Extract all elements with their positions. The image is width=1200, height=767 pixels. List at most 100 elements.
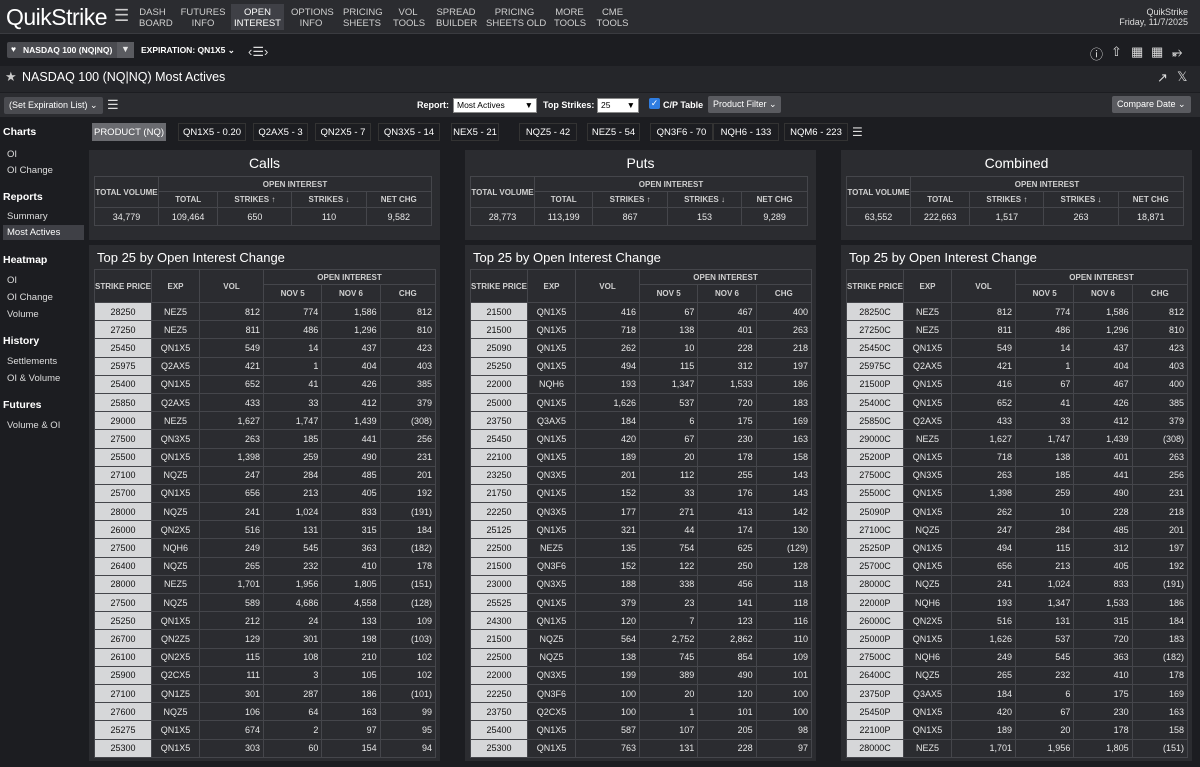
grid-icon[interactable]: ▦ (1151, 44, 1164, 59)
contract-tab[interactable]: QN3F6 - 70 (650, 123, 713, 141)
table-row[interactable]: 25200P QN1X5 718 138 401 263 (845, 447, 1189, 467)
table-row[interactable]: 22250 QN3F6 100 20 120 100 (469, 683, 813, 704)
sidebar-item[interactable]: Most Actives (3, 225, 84, 240)
table-row[interactable]: 25300 QN1X5 763 131 228 97 (469, 738, 813, 758)
sidebar-item[interactable]: OI Change (7, 165, 53, 176)
table-row[interactable]: 25900 Q2CX5 111 3 105 102 (93, 665, 437, 685)
table-row[interactable]: 24300 QN1X5 120 7 123 116 (469, 611, 813, 631)
table-row[interactable]: 29000C NEZ5 1,627 1,747 1,439 (308) (845, 429, 1189, 449)
nav-item-6[interactable]: VOL TOOLS (393, 7, 426, 29)
contract-tab[interactable]: QN2X5 - 7 (315, 123, 371, 141)
table-row[interactable]: 28000 NEZ5 1,701 1,956 1,805 (151) (93, 574, 437, 595)
sidebar-item[interactable]: Volume & OI (7, 420, 61, 431)
table-row[interactable]: 22100 QN1X5 189 20 178 158 (469, 447, 813, 467)
top-strikes-select[interactable]: 25 ▼ (597, 98, 639, 113)
table-row[interactable]: 22500 NQZ5 138 745 854 109 (469, 647, 813, 667)
table-row[interactable]: 27500 NQZ5 589 4,686 4,558 (128) (93, 592, 437, 613)
nav-item-2[interactable]: FUTURES INFO (180, 7, 226, 29)
table-row[interactable]: 23750 Q2CX5 100 1 101 100 (469, 702, 813, 722)
table-row[interactable]: 21500 QN1X5 718 138 401 263 (469, 320, 813, 340)
expiration-list-icon[interactable]: ‹☰› (248, 44, 269, 59)
compare-date-select[interactable]: Compare Date ⌄ (1112, 96, 1191, 113)
table-row[interactable]: 25525 QN1X5 379 23 141 118 (469, 592, 813, 613)
symbol-dropdown-chevron-icon[interactable]: ▼ (117, 42, 134, 58)
table-row[interactable]: 26400 NQZ5 265 232 410 178 (93, 556, 437, 576)
nav-item-9[interactable]: MORE TOOLS (554, 7, 587, 29)
table-row[interactable]: 28000C NEZ5 1,701 1,956 1,805 (151) (845, 738, 1189, 758)
x-share-icon[interactable]: 𝕏 (1177, 69, 1188, 84)
favorite-star-icon[interactable]: ★ (5, 69, 17, 84)
report-select[interactable]: Most Actives ▼ (453, 98, 537, 113)
table-row[interactable]: 25250 QN1X5 212 24 133 109 (93, 611, 437, 631)
table-row[interactable]: 21750 QN1X5 152 33 176 143 (469, 483, 813, 504)
sidebar-item[interactable]: OI Change (7, 292, 53, 303)
table-row[interactable]: 27500 NQH6 249 545 363 (182) (93, 538, 437, 558)
cp-table-checkbox[interactable]: ✓ (649, 98, 660, 109)
expiration-selector[interactable]: EXPIRATION: QN1X5 ⌄ (141, 45, 235, 55)
table-row[interactable]: 29000 NEZ5 1,627 1,747 1,439 (308) (93, 411, 437, 431)
table-row[interactable]: 26000 QN2X5 516 131 315 184 (93, 520, 437, 540)
table-row[interactable]: 26400C NQZ5 265 232 410 178 (845, 665, 1189, 685)
table-row[interactable]: 25450C QN1X5 549 14 437 423 (845, 338, 1189, 358)
table-row[interactable]: 27100 QN1Z5 301 287 186 (101) (93, 683, 437, 704)
table-row[interactable]: 27500C QN3X5 263 185 441 256 (845, 465, 1189, 485)
contract-tab[interactable]: NQH6 - 133 (713, 123, 779, 141)
settings-sliders-icon[interactable]: ☰ (107, 97, 119, 112)
contract-tab[interactable]: PRODUCT (NQ) (92, 123, 166, 141)
sidebar-item[interactable]: Volume (7, 309, 39, 320)
table-row[interactable]: 25400 QN1X5 587 107 205 98 (469, 720, 813, 740)
hamburger-menu-icon[interactable]: ☰ (114, 6, 130, 25)
table-row[interactable]: 25450P QN1X5 420 67 230 163 (845, 702, 1189, 722)
table-row[interactable]: 26000C QN2X5 516 131 315 184 (845, 611, 1189, 631)
nav-item-10[interactable]: CME TOOLS (596, 7, 629, 29)
table-row[interactable]: 25700 QN1X5 656 213 405 192 (93, 483, 437, 504)
contract-tab[interactable]: NEX5 - 21 (451, 123, 499, 141)
table-row[interactable]: 25125 QN1X5 321 44 174 130 (469, 520, 813, 540)
table-row[interactable]: 28250 NEZ5 812 774 1,586 812 (93, 301, 437, 322)
product-filter-select[interactable]: Product Filter ⌄ (708, 96, 781, 113)
table-row[interactable]: 27600 NQZ5 106 64 163 99 (93, 702, 437, 722)
table-row[interactable]: 23000 QN3X5 188 338 456 118 (469, 574, 813, 595)
table-row[interactable]: 25975C Q2AX5 421 1 404 403 (845, 356, 1189, 376)
table-row[interactable]: 25090P QN1X5 262 10 228 218 (845, 502, 1189, 522)
table-row[interactable]: 21500 QN1X5 416 67 467 400 (469, 301, 813, 322)
table-row[interactable]: 28000C NQZ5 241 1,024 833 (191) (845, 574, 1189, 595)
export-icon[interactable]: ⇧ (1111, 44, 1122, 59)
table-row[interactable]: 27500 QN3X5 263 185 441 256 (93, 429, 437, 449)
expiration-list-select[interactable]: (Set Expiration List) ⌄ (4, 97, 103, 114)
table-row[interactable]: 25300 QN1X5 303 60 154 94 (93, 738, 437, 758)
table-row[interactable]: 25450 QN1X5 420 67 230 163 (469, 429, 813, 449)
table-row[interactable]: 25500C QN1X5 1,398 259 490 231 (845, 483, 1189, 504)
contract-tab[interactable]: NEZ5 - 54 (587, 123, 640, 141)
sidebar-item[interactable]: Summary (7, 211, 48, 222)
table-row[interactable]: 21500 NQZ5 564 2,752 2,862 110 (469, 629, 813, 649)
nav-item-8[interactable]: PRICING SHEETS OLD (486, 7, 547, 29)
table-row[interactable]: 28250C NEZ5 812 774 1,586 812 (845, 301, 1189, 322)
table-row[interactable]: 22250 QN3X5 177 271 413 142 (469, 502, 813, 522)
table-row[interactable]: 22100P QN1X5 189 20 178 158 (845, 720, 1189, 740)
info-icon[interactable]: ⓘ (1090, 47, 1104, 62)
nav-item-5[interactable]: PRICING SHEETS (343, 7, 383, 29)
table-row[interactable]: 25850 Q2AX5 433 33 412 379 (93, 392, 437, 413)
table-row[interactable]: 25400C QN1X5 652 41 426 385 (845, 392, 1189, 413)
table-row[interactable]: 27250C NEZ5 811 486 1,296 810 (845, 320, 1189, 340)
contract-tab[interactable]: Q2AX5 - 3 (253, 123, 308, 141)
table-row[interactable]: 25850C Q2AX5 433 33 412 379 (845, 411, 1189, 431)
table-row[interactable]: 25450 QN1X5 549 14 437 423 (93, 338, 437, 358)
contract-tab[interactable]: QN1X5 - 0.20 (178, 123, 246, 141)
table-row[interactable]: 21500 QN3F6 152 122 250 128 (469, 556, 813, 576)
table-row[interactable]: 27250 NEZ5 811 486 1,296 810 (93, 320, 437, 340)
table-row[interactable]: 25000P QN1X5 1,626 537 720 183 (845, 629, 1189, 649)
contract-tab[interactable]: NQZ5 - 42 (519, 123, 577, 141)
nav-item-3[interactable]: OPEN INTEREST (231, 4, 284, 30)
symbol-selector[interactable]: ♥ NASDAQ 100 (NQ|NQ) (7, 42, 134, 58)
table-row[interactable]: 22500 NEZ5 135 754 625 (129) (469, 538, 813, 558)
table-row[interactable]: 25500 QN1X5 1,398 259 490 231 (93, 447, 437, 467)
table-row[interactable]: 27100 NQZ5 247 284 485 201 (93, 465, 437, 485)
table-row[interactable]: 23750P Q3AX5 184 6 175 169 (845, 683, 1189, 704)
table-row[interactable]: 25090 QN1X5 262 10 228 218 (469, 338, 813, 358)
popout-icon[interactable]: ↗ (1157, 70, 1168, 85)
contract-tab[interactable]: QN3X5 - 14 (378, 123, 440, 141)
table-row[interactable]: 22000P NQH6 193 1,347 1,533 186 (845, 592, 1189, 613)
table-row[interactable]: 27100C NQZ5 247 284 485 201 (845, 520, 1189, 540)
